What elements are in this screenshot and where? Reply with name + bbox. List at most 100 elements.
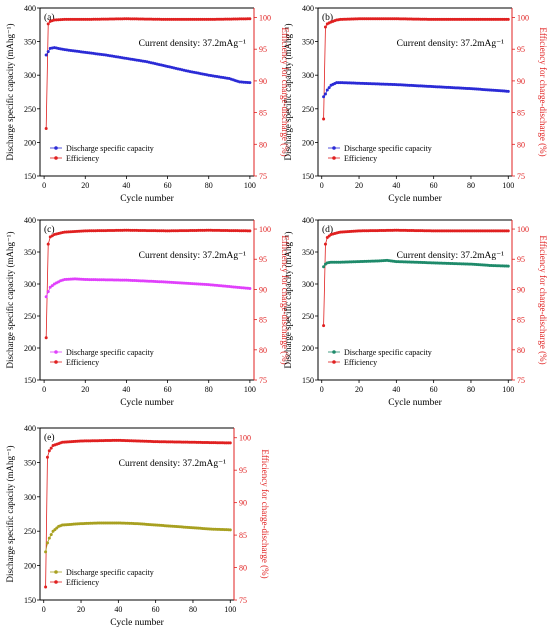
legend-capacity-swatch (332, 146, 336, 150)
chart-panel-5: 0 20 40 60 80 100 150 200 250 300 350 400 75 80 85 90 95… (5, 424, 270, 628)
efficiency-point (77, 17, 81, 21)
capacity-point (48, 285, 52, 289)
capacity-point (46, 50, 50, 54)
x-tick-label: 100 (502, 385, 514, 394)
legend-efficiency-label: Efficiency (66, 578, 99, 587)
capacity-point (44, 295, 48, 299)
capacity-point (506, 89, 510, 93)
efficiency-point (44, 126, 48, 130)
y2-axis-title: Efficiency for charge-discharge (%) (260, 449, 270, 578)
y-tick-label: 300 (302, 280, 314, 289)
capacity-point (228, 528, 232, 532)
y2-axis-title: Efficiency for charge-discharge (%) (280, 27, 290, 156)
y2-tick-label: 75 (517, 172, 525, 181)
y2-tick-label: 100 (259, 14, 271, 23)
efficiency-point (184, 17, 188, 21)
efficiency-point (75, 17, 79, 21)
x-tick-label: 20 (81, 181, 89, 190)
efficiency-point (323, 25, 327, 29)
x-axis-title: Cycle number (120, 398, 174, 408)
current-density-annotation: Current density: 37.2mAg⁻¹ (119, 459, 226, 469)
y-axis-title: Discharge specific capacity (mAhg⁻¹) (283, 232, 293, 369)
y-tick-label: 150 (302, 376, 314, 385)
capacity-point (45, 541, 49, 545)
y-tick-label: 250 (302, 105, 314, 114)
y-tick-label: 350 (24, 248, 36, 257)
y2-tick-label: 95 (239, 466, 247, 475)
y2-tick-label: 80 (517, 346, 525, 355)
x-tick-label: 60 (164, 181, 172, 190)
efficiency-point (67, 17, 71, 21)
y-tick-label: 200 (24, 138, 36, 147)
y2-tick-label: 90 (239, 499, 247, 508)
y-tick-label: 150 (24, 596, 36, 605)
y2-tick-label: 80 (517, 140, 525, 149)
efficiency-point (192, 17, 196, 21)
y-tick-label: 300 (24, 71, 36, 80)
x-tick-label: 40 (122, 181, 130, 190)
capacity-point (46, 290, 50, 294)
y2-tick-label: 95 (517, 45, 525, 54)
legend-capacity-swatch (54, 350, 58, 354)
x-tick-label: 40 (122, 385, 130, 394)
y-tick-label: 150 (24, 376, 36, 385)
y-tick-label: 150 (302, 172, 314, 181)
efficiency-point (69, 17, 73, 21)
capacity-point (322, 265, 326, 269)
efficiency-point (46, 22, 50, 26)
y2-tick-label: 90 (259, 77, 267, 86)
efficiency-point (49, 446, 53, 450)
x-axis-title: Cycle number (110, 618, 164, 628)
legend-capacity-swatch (54, 146, 58, 150)
capacity-point (50, 284, 54, 288)
x-tick-label: 100 (224, 605, 236, 614)
efficiency-line (45, 18, 250, 129)
x-tick-label: 80 (467, 181, 475, 190)
x-tick-label: 40 (392, 385, 400, 394)
capacity-point (248, 286, 252, 290)
legend-capacity-label: Discharge specific capacity (344, 144, 432, 153)
legend-efficiency-swatch (54, 580, 58, 584)
y-tick-label: 250 (24, 312, 36, 321)
panel-label: (a) (44, 12, 55, 23)
y2-tick-label: 100 (517, 225, 529, 234)
efficiency-point (176, 17, 180, 21)
efficiency-point (323, 242, 327, 246)
efficiency-point (73, 17, 77, 21)
x-tick-label: 40 (114, 605, 122, 614)
y2-axis-title: Efficiency for charge-discharge (%) (538, 235, 548, 364)
current-density-annotation: Current density: 37.2mAg⁻¹ (397, 251, 504, 261)
y2-tick-label: 85 (259, 316, 267, 325)
legend-efficiency-swatch (332, 156, 336, 160)
y-tick-label: 350 (24, 38, 36, 47)
y-tick-label: 400 (302, 4, 314, 13)
y2-tick-label: 95 (259, 255, 267, 264)
y-tick-label: 200 (24, 344, 36, 353)
capacity-point (248, 81, 252, 85)
panel-label: (e) (44, 432, 55, 443)
efficiency-point (180, 17, 184, 21)
y2-tick-label: 95 (259, 45, 267, 54)
efficiency-point (172, 17, 176, 21)
legend-capacity-label: Discharge specific capacity (344, 348, 432, 357)
y2-tick-label: 100 (239, 434, 251, 443)
legend-efficiency-label: Efficiency (66, 358, 99, 367)
y2-tick-label: 80 (259, 140, 267, 149)
x-tick-label: 80 (205, 181, 213, 190)
capacity-point (47, 536, 51, 540)
y-axis-title: Discharge specific capacity (mAhg⁻¹) (5, 232, 15, 369)
capacity-point (44, 550, 48, 554)
y-tick-label: 200 (302, 344, 314, 353)
x-axis-title: Cycle number (120, 194, 174, 204)
x-tick-label: 100 (244, 181, 256, 190)
efficiency-point (45, 455, 49, 459)
y-tick-label: 350 (24, 458, 36, 467)
efficiency-point (203, 17, 207, 21)
y-tick-label: 400 (302, 216, 314, 225)
x-tick-label: 80 (205, 385, 213, 394)
y-axis-title: Discharge specific capacity (mAhg⁻¹) (283, 24, 293, 161)
efficiency-line (45, 229, 250, 338)
y-tick-label: 400 (24, 424, 36, 433)
efficiency-point (228, 441, 232, 445)
y-tick-label: 350 (302, 248, 314, 257)
